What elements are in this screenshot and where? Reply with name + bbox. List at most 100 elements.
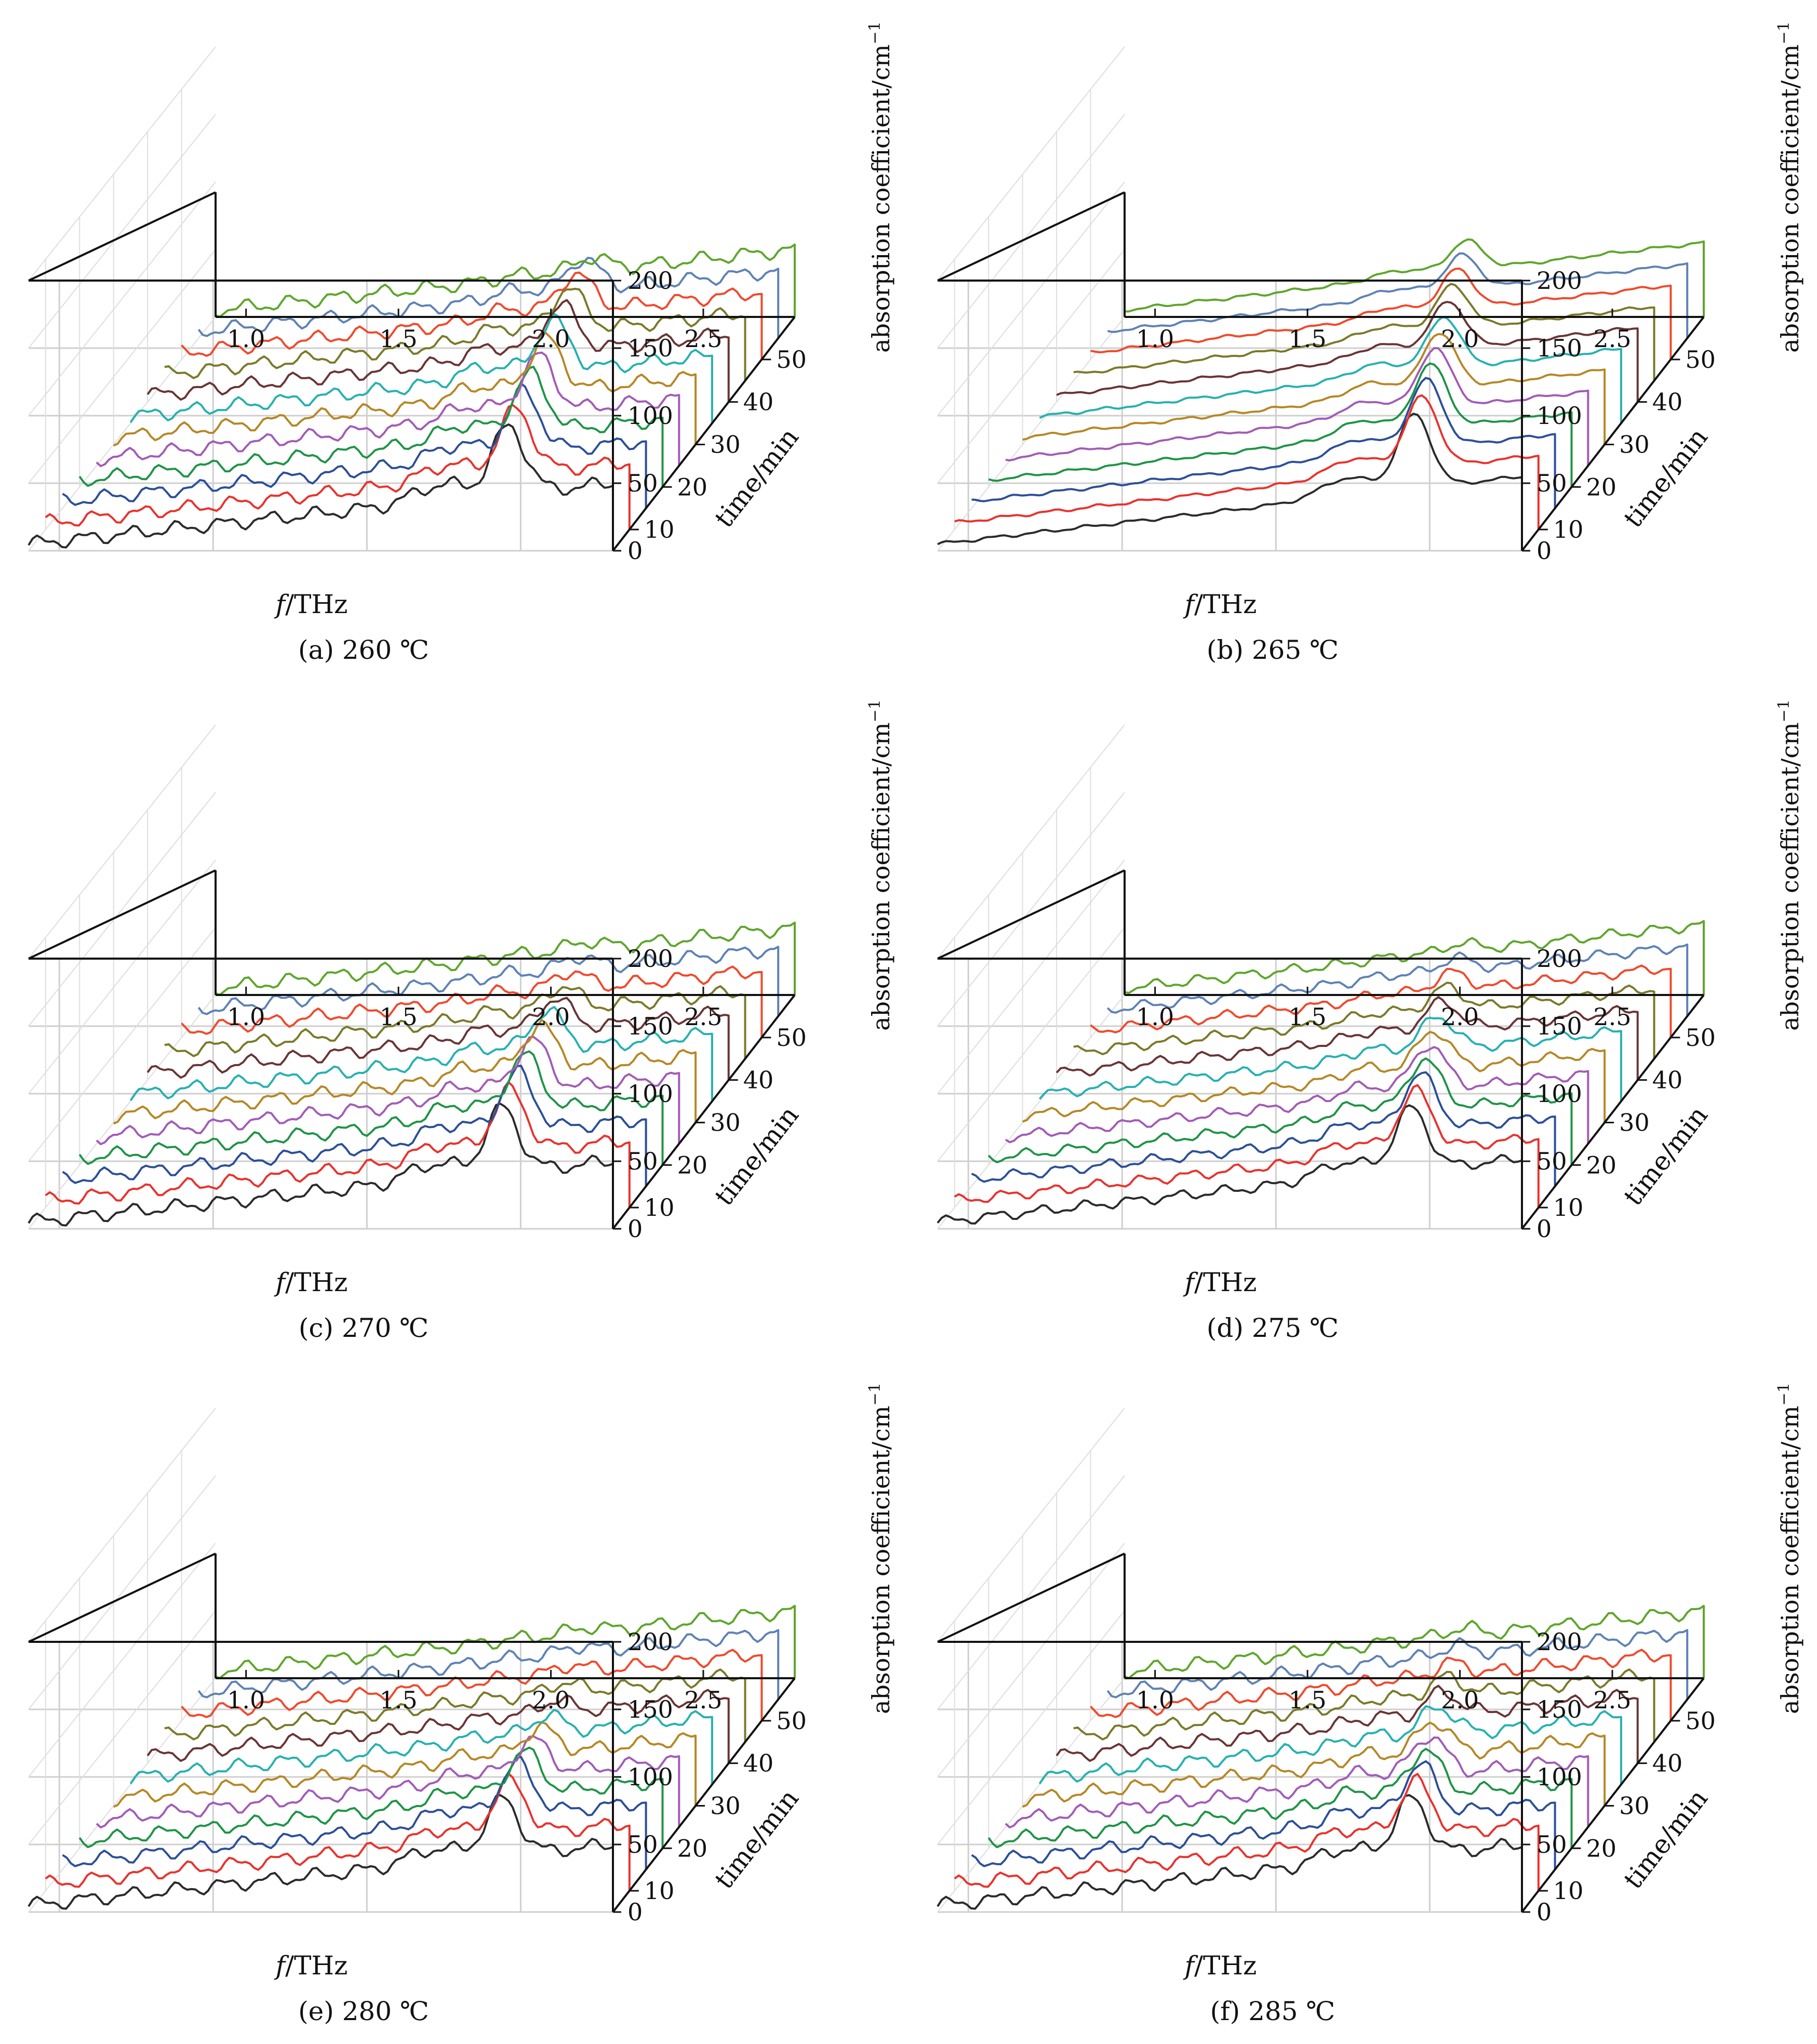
x-axis-label-unit: /THz [1194,1267,1257,1297]
frame-edge [28,191,216,282]
series-line [78,365,664,487]
time-axis-line [612,316,796,552]
x-axis-label: f/THz [1183,589,1257,619]
z-axis-label-main: absorption coefficient/cm [867,722,895,1031]
side-wall-gridline [28,1475,216,1710]
series-line [937,413,1523,551]
z-tick-label: 0 [1537,1215,1552,1243]
z-tick-label: 100 [627,1763,673,1791]
panel-e: 1.0 1.5 2.0 2.5f/THz1020304050time/min05010… [28,1383,895,2026]
panel-caption: (d) 275 ℃ [1207,1313,1339,1343]
x-axis-label-unit: /THz [285,589,348,619]
z-tick-label: 200 [627,1628,673,1656]
side-wall-gridline [28,1408,216,1642]
side-wall-gridline [28,316,216,551]
side-wall-gridline [937,46,1125,281]
time-tick-label: 50 [1685,1024,1716,1052]
z-tick-label: 200 [627,267,673,295]
x-tick-label: 1.0 [227,1686,265,1714]
z-tick-label: 100 [1537,402,1582,430]
x-tick-label: 1.0 [1136,1686,1174,1714]
x-tick-label: 2.0 [532,1686,570,1714]
series-line [1005,1736,1589,1829]
z-axis-label-superscript: −1 [866,699,884,722]
x-axis-label: f/THz [1183,1267,1257,1297]
time-tick-label: 40 [743,388,774,416]
series-line [96,1735,680,1829]
side-wall-gridline [937,181,1125,416]
time-axis-line [1521,1677,1705,1913]
x-tick-label: 2.0 [1441,325,1479,353]
frame-edge [937,191,1125,282]
time-tick-label: 20 [1586,473,1616,501]
series-line [45,404,631,530]
z-tick-label: 100 [1537,1763,1582,1791]
side-wall-gridline [28,994,216,1229]
series-line [146,1689,730,1763]
z-tick-label: 200 [627,945,673,973]
series-line [78,1746,664,1849]
z-axis-label-main: absorption coefficient/cm [1776,1405,1804,1714]
x-tick-label: 1.5 [1289,325,1327,353]
side-wall-gridline [28,1543,216,1777]
x-tick-label: 2.0 [1441,1003,1479,1031]
frame-edge [28,1552,216,1643]
z-tick-label: 0 [627,537,643,565]
series-line [1005,1046,1589,1144]
series-line [971,1760,1556,1870]
side-wall-gridline [937,1475,1125,1710]
series-line [1090,267,1672,360]
panel-caption: (b) 265 ℃ [1207,635,1339,665]
z-tick-label: 200 [1537,267,1582,295]
side-wall-gridline [28,181,216,416]
x-tick-label: 1.5 [380,1686,418,1714]
z-axis-label-superscript: −1 [1775,1383,1793,1405]
x-tick-label: 2.5 [684,325,722,353]
z-axis-label: absorption coefficient/cm−1 [1775,1383,1804,1714]
x-tick-label: 2.5 [684,1686,722,1714]
time-tick-label: 30 [1619,1108,1650,1136]
x-tick-label: 1.5 [380,1003,418,1031]
z-axis-label: absorption coefficient/cm−1 [866,1383,895,1714]
series-line [937,1794,1523,1912]
time-tick-label: 40 [1652,1749,1683,1777]
series-line [146,997,730,1080]
side-wall-gridline [28,927,216,1162]
series-line [129,1006,713,1101]
series-line [164,1668,746,1742]
z-tick-label: 50 [627,1830,658,1859]
x-tick-label: 2.5 [1593,1686,1631,1714]
series-line [45,1772,631,1891]
series-line [164,985,746,1059]
frame-edge [937,869,1125,960]
side-wall-gridline [28,1610,216,1845]
time-tick-label: 10 [644,1193,675,1222]
series-line [954,1084,1540,1208]
panel-caption: (e) 280 ℃ [298,1996,429,2026]
x-axis-label: f/THz [274,1950,348,1981]
time-tick-label: 10 [1553,515,1584,543]
panel-caption: (f) 285 ℃ [1210,1996,1335,2026]
series-line [954,1773,1540,1891]
series-line [954,394,1540,530]
side-wall-gridline [937,994,1125,1229]
series-line [1124,1604,1705,1679]
series-line [197,946,780,1016]
z-tick-label: 150 [1537,334,1582,362]
side-wall-gridline [28,792,216,1027]
side-wall-gridline [28,114,216,349]
z-tick-label: 200 [1537,1628,1582,1656]
time-tick-label: 50 [776,1707,807,1735]
series-line [62,1065,647,1187]
series-line [62,382,647,509]
x-axis-label: f/THz [1183,1950,1257,1981]
series-line [1022,1031,1606,1123]
x-tick-label: 2.5 [1593,325,1631,353]
series-line [987,1748,1573,1849]
z-axis-label-main: absorption coefficient/cm [867,1405,895,1714]
series-line [1039,316,1622,423]
series-line [146,299,730,402]
x-tick-label: 1.5 [1289,1686,1327,1714]
series-line [1056,1684,1639,1763]
series-line [971,1071,1556,1187]
